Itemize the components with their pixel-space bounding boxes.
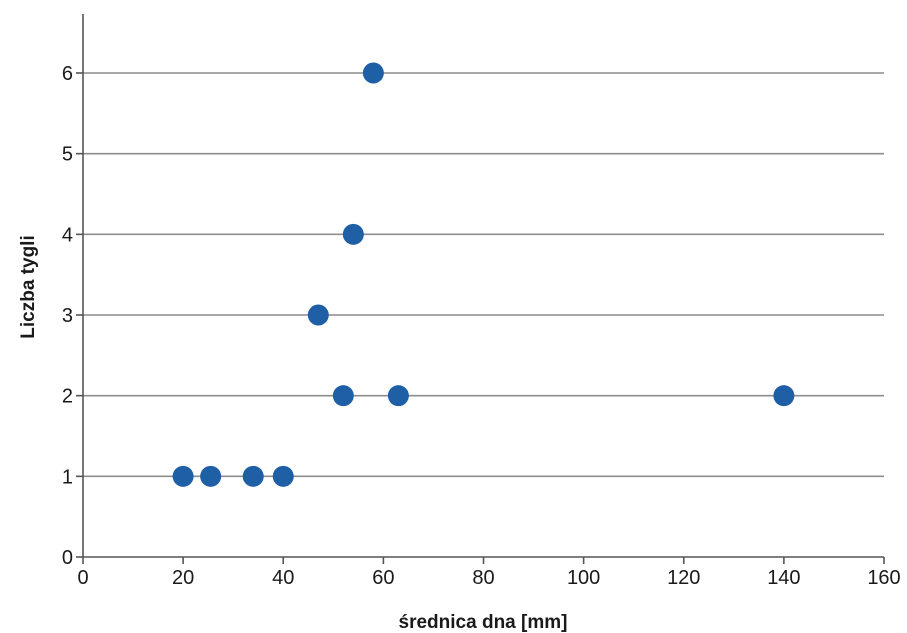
x-tick-label-20: 20 (172, 567, 194, 589)
data-point-0-5 (387, 385, 409, 407)
data-point-0-6 (773, 385, 795, 407)
x-tick-label-0: 0 (77, 567, 88, 589)
data-point-0-1 (200, 465, 222, 487)
gridlines (83, 72, 884, 478)
x-tick-label-140: 140 (767, 567, 800, 589)
y-tick-label-5: 5 (62, 144, 73, 166)
x-axis-title: średnica dna [mm] (399, 612, 568, 633)
data-point-0-3 (272, 465, 294, 487)
data-point-0-4 (332, 385, 354, 407)
data-point-0-2 (242, 465, 264, 487)
x-tick-label-160: 160 (867, 567, 900, 589)
data-point-0-8 (342, 223, 364, 245)
y-tick-label-1: 1 (62, 466, 73, 488)
x-tick-label-80: 80 (472, 567, 494, 589)
data-point-0-0 (172, 465, 194, 487)
y-axis-title: Liczba tygli (18, 235, 39, 338)
data-points (172, 62, 795, 487)
y-tick-label-3: 3 (62, 305, 73, 327)
data-point-0-9 (362, 62, 384, 84)
y-tick-label-6: 6 (62, 63, 73, 85)
x-tick-label-120: 120 (667, 567, 700, 589)
x-tick-label-40: 40 (272, 567, 294, 589)
y-tick-label-4: 4 (62, 224, 73, 246)
x-tick-label-60: 60 (372, 567, 394, 589)
y-tick-label-2: 2 (62, 386, 73, 408)
x-tick-label-100: 100 (567, 567, 600, 589)
y-tick-label-0: 0 (62, 547, 73, 569)
data-point-0-7 (307, 304, 329, 326)
